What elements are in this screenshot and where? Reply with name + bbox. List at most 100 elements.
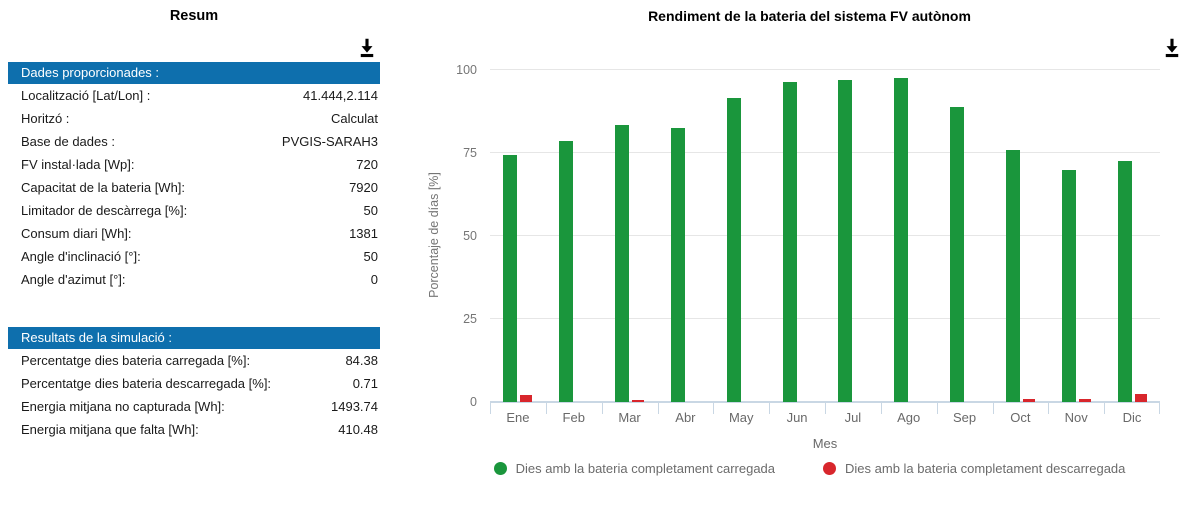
bar-group-May xyxy=(713,70,769,402)
legend-label: Dies amb la bateria completament descarr… xyxy=(845,461,1126,476)
gridline xyxy=(490,69,1160,70)
bar-group-Mar xyxy=(602,70,658,402)
x-tick-label: Dic xyxy=(1122,410,1142,425)
table-row: Angle d'inclinació [°]: 50 xyxy=(8,245,380,268)
summary-panel: Resum Dades proporcionades : Localització… xyxy=(8,0,380,441)
x-tick-label: Ene xyxy=(506,410,530,425)
bar-group-Ene xyxy=(490,70,546,402)
chart-title: Rendiment de la bateria del sistema FV a… xyxy=(648,8,971,24)
bar-group-Ago xyxy=(881,70,937,402)
discharged-bar-Oct xyxy=(1022,398,1035,402)
table-row: Base de dades : PVGIS-SARAH3 xyxy=(8,130,380,153)
x-axis-tick xyxy=(769,402,770,414)
x-axis-tick xyxy=(490,402,491,414)
x-tick-label: May xyxy=(728,410,754,425)
green-legend-dot-icon xyxy=(493,462,507,475)
x-axis-label: Mes xyxy=(812,436,838,451)
download-icon[interactable] xyxy=(356,36,378,58)
row-value: 1381 xyxy=(349,226,378,241)
y-tick-label: 75 xyxy=(463,146,477,160)
bar-group-Dic xyxy=(1104,70,1160,402)
row-value: 84.38 xyxy=(345,353,378,368)
table-row: Energia mitjana que falta [Wh]: 410.48 xyxy=(8,418,380,441)
gridline xyxy=(490,235,1160,236)
table-row: Horitzó : Calculat xyxy=(8,107,380,130)
x-axis-tick xyxy=(1048,402,1049,414)
table-row: Percentatge dies bateria descarregada [%… xyxy=(8,372,380,395)
bar-group-Jun xyxy=(769,70,825,402)
row-label: Energia mitjana que falta [Wh]: xyxy=(21,422,199,437)
row-label: Angle d'inclinació [°]: xyxy=(21,249,141,264)
charged-bar-Nov xyxy=(1061,169,1076,402)
row-value: 41.444,2.114 xyxy=(303,88,378,103)
y-tick-label: 100 xyxy=(456,63,477,77)
row-label: Base de dades : xyxy=(21,134,115,149)
x-axis-ticks xyxy=(490,402,1160,415)
x-axis-tick xyxy=(1159,402,1160,414)
x-axis-tick xyxy=(602,402,603,414)
row-value: 50 xyxy=(363,203,378,218)
table-row: Percentatge dies bateria carregada [%]: 8… xyxy=(8,349,380,372)
row-label: Angle d'azimut [°]: xyxy=(21,272,126,287)
row-value: 410.48 xyxy=(338,422,378,437)
section-header: Resultats de la simulació : xyxy=(8,327,380,349)
bar-group-Jul xyxy=(825,70,881,402)
charged-bar-Jun xyxy=(782,81,797,402)
summary-toolbar xyxy=(8,36,380,58)
x-axis-tick xyxy=(658,402,659,414)
row-label: Localització [Lat/Lon] : xyxy=(21,88,151,103)
row-value: 7920 xyxy=(349,180,378,195)
x-tick-label: Sep xyxy=(952,410,977,425)
x-tick-label: Nov xyxy=(1064,410,1088,425)
discharged-bar-Ene xyxy=(520,394,533,402)
bar-group-Sep xyxy=(937,70,993,402)
row-value: Calculat xyxy=(331,111,378,126)
bar-group-Feb xyxy=(546,70,602,402)
x-axis-tick xyxy=(825,402,826,414)
row-label: Percentatge dies bateria descarregada [%… xyxy=(21,376,272,391)
charged-bar-Sep xyxy=(950,106,965,402)
row-value: 1493.74 xyxy=(331,399,378,414)
legend-item-carregada: Dies amb la bateria completament carrega… xyxy=(493,461,775,476)
row-label: Limitador de descàrrega [%]: xyxy=(21,203,188,218)
bars-row xyxy=(490,70,1160,402)
gridline xyxy=(490,318,1160,319)
row-label: Horitzó : xyxy=(21,111,70,126)
x-axis-tick xyxy=(1104,402,1105,414)
bar-group-Abr xyxy=(657,70,713,402)
row-value: 0 xyxy=(370,272,378,287)
table-row: Angle d'azimut [°]: 0 xyxy=(8,268,380,291)
row-label: Energia mitjana no capturada [Wh]: xyxy=(21,399,225,414)
download-icon[interactable] xyxy=(1161,36,1183,58)
section-header: Dades proporcionades : xyxy=(8,62,380,84)
row-label: Capacitat de la bateria [Wh]: xyxy=(21,180,186,195)
table-row: Limitador de descàrrega [%]: 50 xyxy=(8,199,380,222)
legend-item-descarregada: Dies amb la bateria completament descarr… xyxy=(823,461,1125,476)
bar-group-Oct xyxy=(992,70,1048,402)
x-axis-tick xyxy=(937,402,938,414)
x-axis-labels: Ene Feb Mar Abr May Jun Jul Ago Sep Oct Nov Dic xyxy=(490,410,1160,425)
summary-title: Resum xyxy=(169,8,219,24)
row-value: 50 xyxy=(363,249,378,264)
row-label: Consum diari [Wh]: xyxy=(21,226,132,241)
gridline xyxy=(490,152,1160,153)
battery-performance-chart xyxy=(490,69,1160,403)
table-row: Localització [Lat/Lon] : 41.444,2.114 xyxy=(8,84,380,107)
charged-bar-Dic xyxy=(1117,161,1132,402)
summary-section: Resultats de la simulació : Percentatge d… xyxy=(8,327,380,441)
table-row: Energia mitjana no capturada [Wh]: 1493.7… xyxy=(8,395,380,418)
x-tick-label: Abr xyxy=(675,410,696,425)
table-row: Consum diari [Wh]: 1381 xyxy=(8,222,380,245)
table-row: FV instal·lada [Wp]: 720 xyxy=(8,153,380,176)
y-tick-label: 50 xyxy=(463,229,477,243)
charged-bar-Ago xyxy=(894,78,909,402)
x-axis-tick xyxy=(713,402,714,414)
y-axis-label: Porcentaje de días [%] xyxy=(427,172,441,298)
summary-sections: Dades proporcionades : Localització [Lat/… xyxy=(8,62,380,441)
x-axis-tick xyxy=(993,402,994,414)
charged-bar-May xyxy=(726,98,741,402)
row-value: PVGIS-SARAH3 xyxy=(281,134,378,149)
chart-panel: Rendiment de la bateria del sistema FV a… xyxy=(420,0,1199,505)
chart-legend: Dies amb la bateria completament carrega… xyxy=(420,461,1199,476)
charged-bar-Ene xyxy=(503,154,518,402)
